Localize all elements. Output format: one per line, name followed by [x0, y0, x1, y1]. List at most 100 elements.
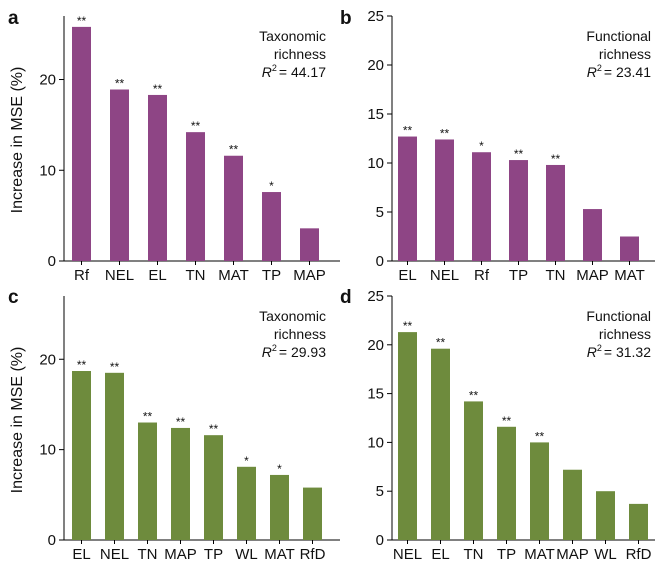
- annotation-line: richness: [274, 46, 326, 62]
- x-tick-label: NEL: [105, 267, 134, 284]
- bar: [509, 160, 528, 261]
- bar: [237, 466, 256, 540]
- panel-a: a 0 10 20 Rf ** NEL ** EL ** TN ** MAT ** TP * MAP Taxono…: [8, 8, 340, 284]
- bar: [530, 442, 549, 540]
- y-tick-label: 0: [48, 532, 56, 549]
- y-tick-label: 10: [367, 155, 384, 172]
- y-tick-label: 20: [367, 57, 384, 74]
- bar: [300, 228, 319, 261]
- y-tick-label: 25: [367, 288, 384, 305]
- bar: [138, 422, 157, 540]
- r2-annotation: R2 = 31.32: [587, 343, 651, 360]
- significance-label: *: [269, 179, 274, 193]
- x-tick-label: MAT: [218, 267, 249, 284]
- y-axis-title-top: Increase in MSE (%): [9, 67, 26, 214]
- r2-value: = 31.32: [604, 344, 651, 360]
- x-tick-label: RfD: [300, 546, 326, 562]
- x-tick-label: Rf: [74, 267, 90, 284]
- panel-letter: b: [340, 8, 352, 29]
- bar: [629, 503, 648, 540]
- y-tick-label: 5: [376, 204, 384, 221]
- significance-label: **: [115, 77, 125, 91]
- r2-symbol: R: [262, 344, 272, 360]
- x-tick-label: TP: [204, 546, 223, 562]
- bar: [583, 209, 602, 261]
- y-tick-label: 10: [39, 162, 56, 179]
- bar: [431, 348, 450, 540]
- x-tick-label: TN: [546, 267, 566, 284]
- y-tick-label: 0: [376, 253, 384, 270]
- x-tick-label: EL: [72, 546, 90, 562]
- r2-value: = 44.17: [279, 64, 326, 80]
- x-tick-label: NEL: [100, 546, 129, 562]
- y-axis-title-bottom: Increase in MSE (%): [9, 347, 26, 494]
- significance-label: **: [551, 152, 561, 166]
- x-tick-label: MAP: [293, 267, 326, 284]
- x-tick-label: TN: [186, 267, 206, 284]
- bar: [110, 89, 129, 261]
- significance-label: *: [244, 454, 249, 468]
- y-tick-label: 20: [39, 351, 56, 368]
- y-tick-label: 15: [367, 386, 384, 403]
- significance-label: **: [143, 410, 153, 424]
- x-tick-label: MAP: [164, 546, 197, 562]
- x-tick-label: MAP: [556, 546, 589, 562]
- bar: [435, 139, 454, 261]
- panel-d: d 0 5 10 15 20 25 NEL ** EL ** TN ** TP ** MAT ** MAP WL Rf…: [340, 287, 655, 562]
- significance-label: **: [514, 147, 524, 161]
- panel-b: b 0 5 10 15 20 25 EL ** NEL ** Rf * TP ** TN ** MAP MAT Fun…: [340, 8, 655, 284]
- significance-label: **: [77, 14, 87, 28]
- annotation-line: richness: [599, 46, 651, 62]
- bar: [563, 469, 582, 540]
- bar: [270, 474, 289, 540]
- x-tick-label: NEL: [430, 267, 459, 284]
- x-tick-label: EL: [148, 267, 166, 284]
- significance-label: *: [277, 462, 282, 476]
- x-tick-label: WL: [594, 546, 617, 562]
- x-tick-label: MAT: [614, 267, 645, 284]
- r2-annotation: R2 = 23.41: [587, 63, 651, 80]
- panel-letter: d: [340, 287, 352, 308]
- x-tick-label: TN: [464, 546, 484, 562]
- r2-superscript: 2: [272, 63, 277, 73]
- significance-label: **: [403, 319, 413, 333]
- bar: [596, 491, 615, 540]
- significance-label: **: [440, 126, 450, 140]
- y-tick-label: 10: [39, 442, 56, 459]
- bar: [224, 155, 243, 261]
- x-tick-label: MAT: [264, 546, 295, 562]
- r2-symbol: R: [262, 64, 272, 80]
- x-tick-label: TP: [262, 267, 281, 284]
- bar: [72, 26, 91, 262]
- annotation-line: Functional: [586, 28, 651, 44]
- r2-value: = 29.93: [279, 344, 326, 360]
- x-tick-label: WL: [235, 546, 258, 562]
- significance-label: **: [77, 358, 87, 372]
- y-tick-label: 25: [367, 8, 384, 25]
- x-tick-label: MAT: [524, 546, 555, 562]
- bar: [186, 132, 205, 261]
- significance-label: **: [110, 360, 120, 374]
- bar: [148, 94, 167, 261]
- panel-letter: a: [8, 8, 19, 29]
- significance-label: **: [153, 82, 163, 96]
- annotation-line: Taxonomic: [259, 308, 326, 324]
- bar: [398, 332, 417, 540]
- significance-label: **: [229, 143, 239, 157]
- x-tick-label: TP: [497, 546, 516, 562]
- significance-label: **: [209, 422, 219, 436]
- bar: [105, 372, 124, 540]
- y-tick-label: 0: [48, 253, 56, 270]
- r2-superscript: 2: [272, 343, 277, 353]
- annotation-line: Taxonomic: [259, 28, 326, 44]
- significance-label: **: [535, 429, 545, 443]
- x-tick-label: EL: [398, 267, 416, 284]
- y-tick-label: 0: [376, 532, 384, 549]
- r2-superscript: 2: [597, 343, 602, 353]
- y-tick-label: 15: [367, 106, 384, 123]
- significance-label: **: [403, 124, 413, 138]
- x-tick-label: Rf: [474, 267, 490, 284]
- bar: [398, 136, 417, 261]
- bar: [204, 435, 223, 540]
